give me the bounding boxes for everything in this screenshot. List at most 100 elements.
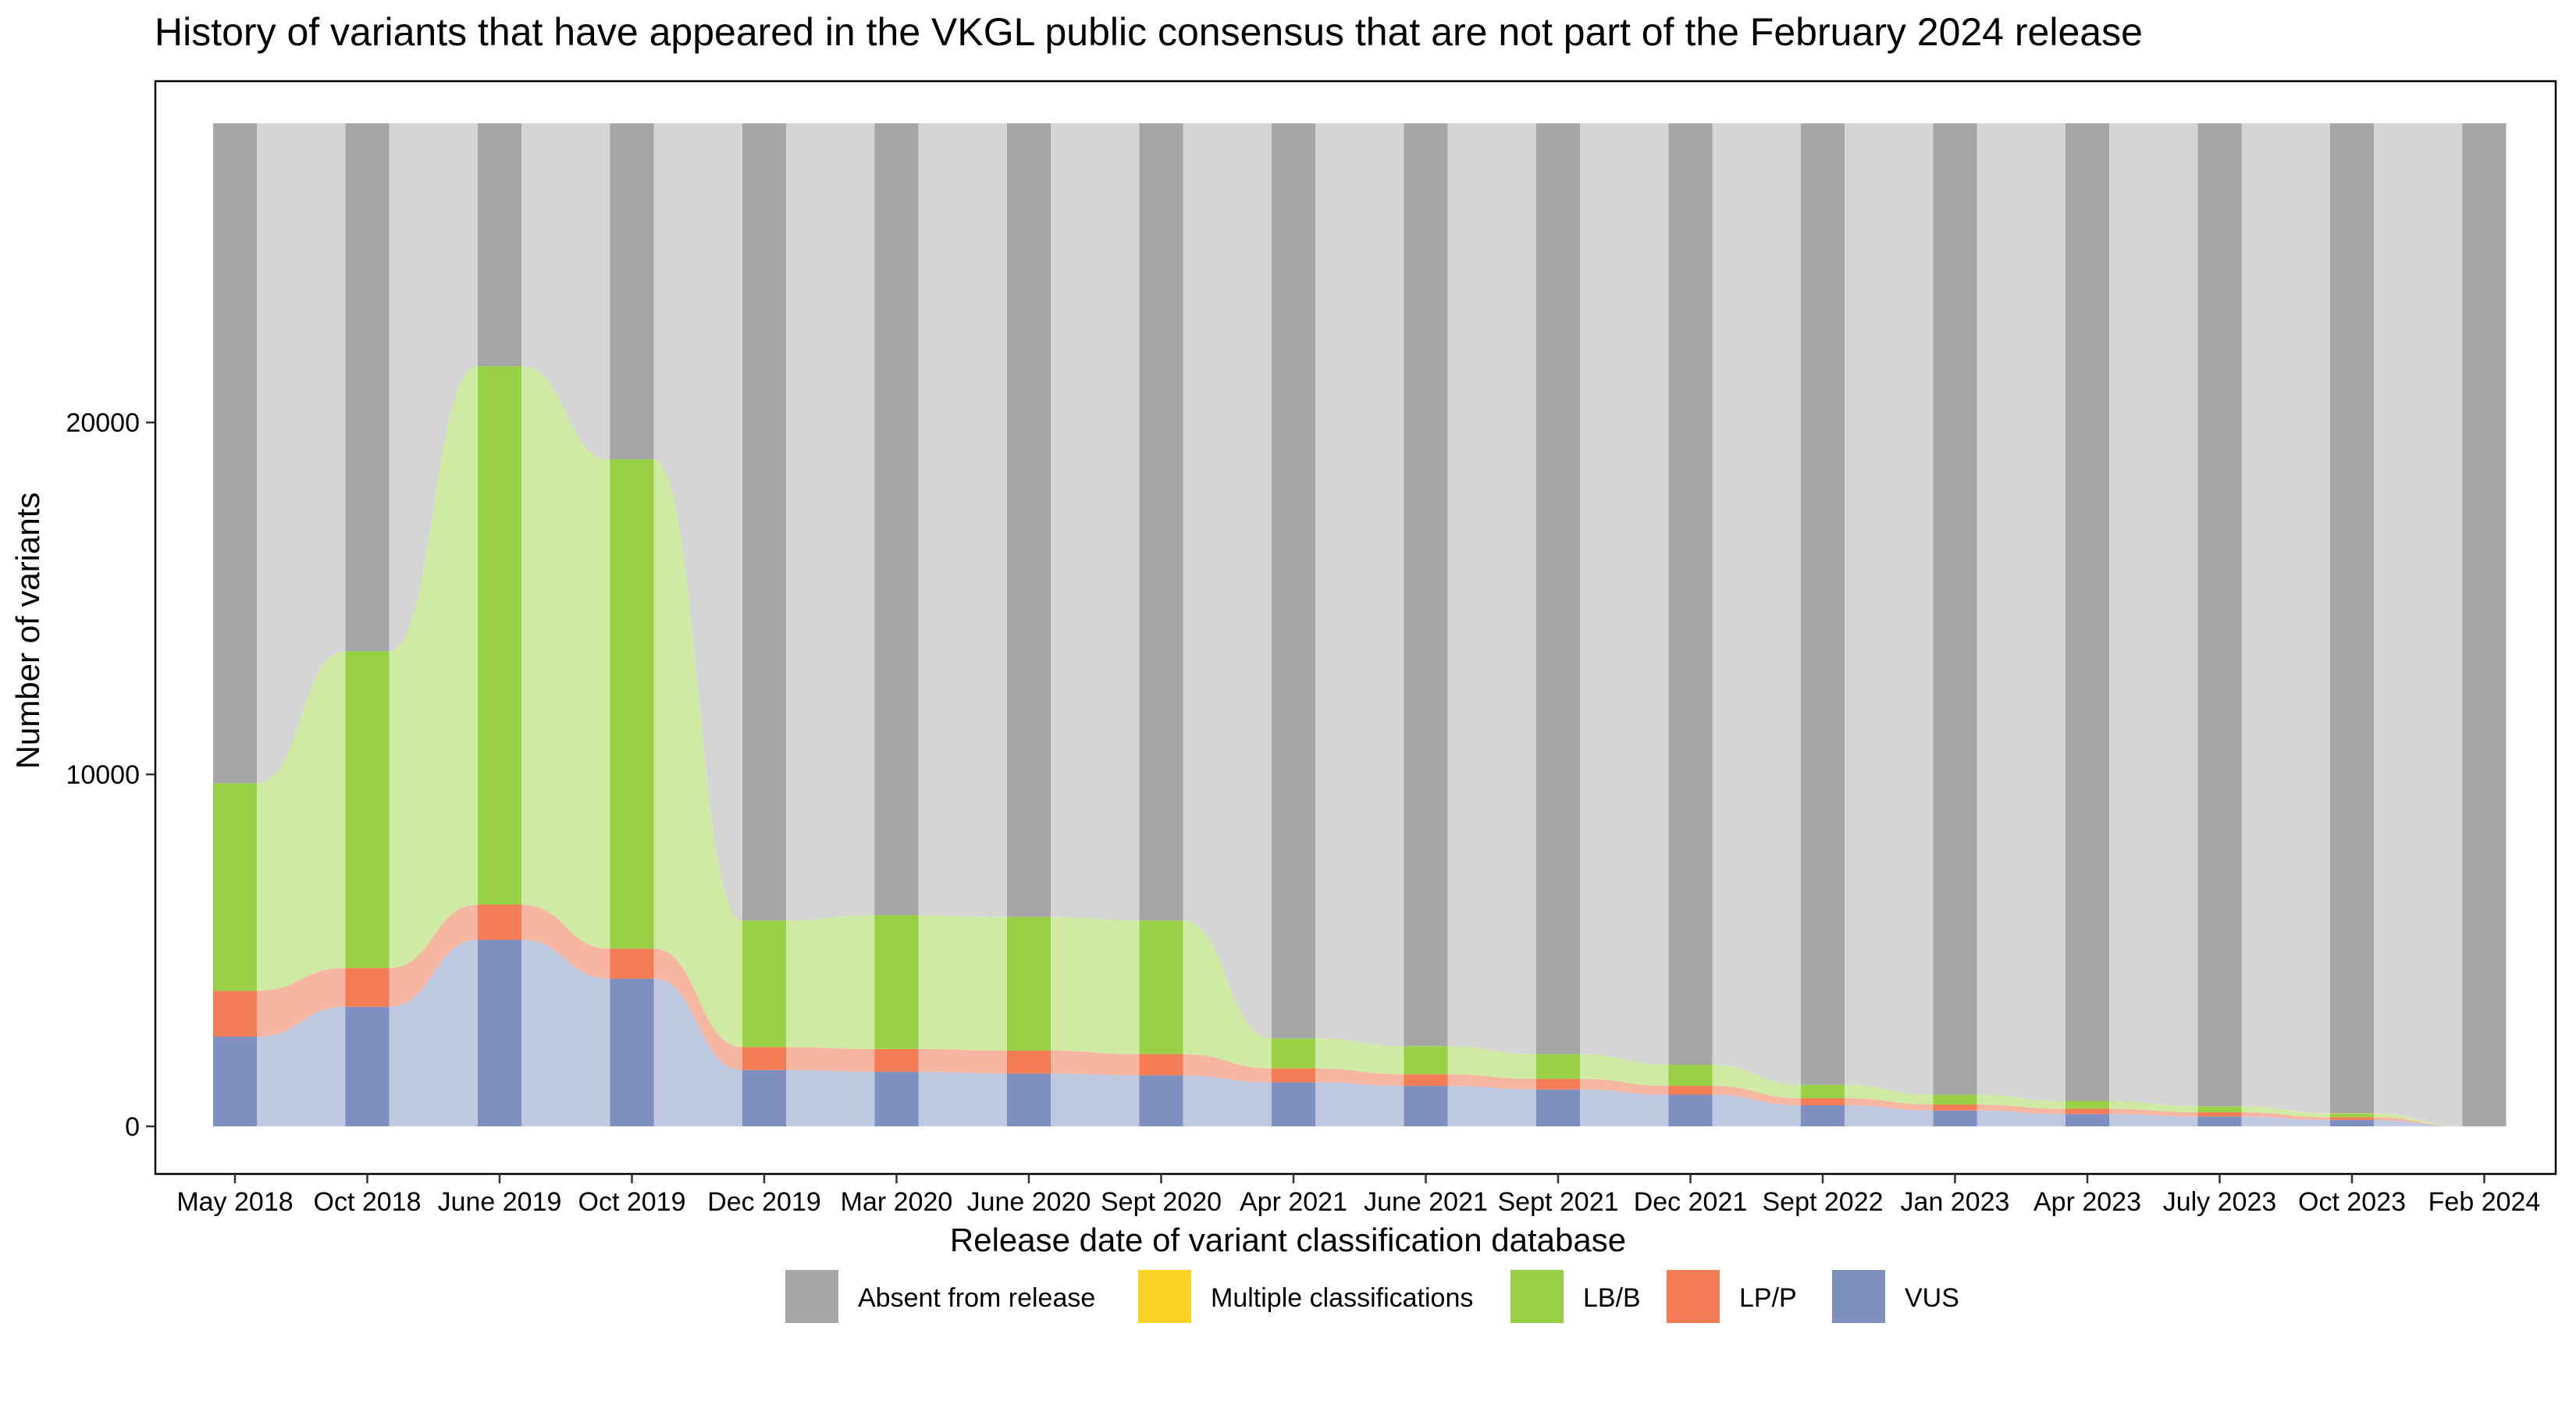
bar-lp-p-june-2019 xyxy=(478,904,521,941)
flow-lp-p-june-2020 xyxy=(1051,1051,1140,1076)
bar-vus-dec-2021 xyxy=(1668,1094,1713,1126)
flow-lp-p-june-2021 xyxy=(1447,1074,1536,1090)
flow-absent-from-release-july-2023 xyxy=(2241,123,2330,1114)
bar-absent-from-release-june-2020 xyxy=(1007,123,1051,917)
flow-absent-from-release-oct-2018 xyxy=(389,123,478,652)
x-tick-label: Feb 2024 xyxy=(2428,1187,2541,1217)
bar-vus-apr-2023 xyxy=(2065,1114,2109,1126)
bar-lp-p-oct-2018 xyxy=(345,968,390,1007)
flow-absent-from-release-apr-2023 xyxy=(2109,123,2198,1107)
y-tick-label: 0 xyxy=(125,1112,140,1142)
flow-lb-b-dec-2019 xyxy=(786,915,875,1049)
bar-absent-from-release-june-2019 xyxy=(478,123,521,367)
x-tick-label: Sept 2020 xyxy=(1101,1187,1222,1217)
flow-lp-p-jan-2023 xyxy=(1976,1104,2065,1115)
flow-vus-june-2021 xyxy=(1447,1086,1536,1126)
bar-lb-b-jan-2023 xyxy=(1933,1094,1977,1105)
legend-label-lp-p: LP/P xyxy=(1739,1283,1797,1313)
flow-vus-june-2019 xyxy=(521,940,610,1126)
bar-lb-b-mar-2020 xyxy=(874,915,919,1049)
chart-title: History of variants that have appeared i… xyxy=(155,10,2143,54)
bar-lp-p-apr-2021 xyxy=(1272,1068,1315,1083)
bar-absent-from-release-oct-2018 xyxy=(345,123,390,652)
flow-lp-p-dec-2021 xyxy=(1712,1086,1801,1105)
bar-absent-from-release-sept-2020 xyxy=(1139,123,1183,921)
bar-absent-from-release-apr-2023 xyxy=(2065,123,2109,1101)
bar-vus-oct-2019 xyxy=(610,978,654,1126)
flow-absent-from-release-oct-2023 xyxy=(2374,123,2463,1126)
flow-lp-p-apr-2021 xyxy=(1315,1068,1404,1087)
flow-vus-july-2023 xyxy=(2241,1116,2330,1126)
x-tick-label: Apr 2021 xyxy=(1240,1187,1347,1217)
bar-absent-from-release-may-2018 xyxy=(213,123,257,784)
bar-lb-b-sept-2020 xyxy=(1139,920,1183,1055)
x-tick-label: Dec 2019 xyxy=(707,1187,821,1217)
legend-key-lb-b xyxy=(1510,1270,1564,1323)
bar-absent-from-release-apr-2021 xyxy=(1272,123,1315,1039)
legend-label-vus: VUS xyxy=(1905,1283,1959,1313)
flow-vus-jan-2023 xyxy=(1976,1110,2065,1126)
legend-label-multiple-classifications: Multiple classifications xyxy=(1211,1283,1473,1313)
flow-vus-sept-2020 xyxy=(1183,1075,1272,1126)
bar-absent-from-release-july-2023 xyxy=(2197,123,2242,1107)
bar-vus-june-2021 xyxy=(1404,1086,1448,1126)
flow-lb-b-july-2023 xyxy=(2241,1106,2330,1118)
flow-lb-b-dec-2021 xyxy=(1712,1065,1801,1098)
bar-vus-may-2018 xyxy=(213,1037,257,1126)
bar-vus-sept-2022 xyxy=(1801,1104,1845,1126)
flow-absent-from-release-sept-2022 xyxy=(1845,123,1934,1095)
legend: Absent from release Multiple classificati… xyxy=(785,1270,1959,1323)
flow-lb-b-sept-2022 xyxy=(1845,1084,1934,1105)
bar-vus-july-2023 xyxy=(2197,1116,2242,1126)
flow-vus-may-2018 xyxy=(257,1006,346,1126)
bar-vus-apr-2021 xyxy=(1272,1082,1315,1126)
flow-lp-p-july-2023 xyxy=(2241,1112,2330,1120)
flow-absent-from-release-jan-2023 xyxy=(1976,123,2065,1101)
bar-lb-b-oct-2019 xyxy=(610,459,654,949)
flow-lp-p-sept-2020 xyxy=(1183,1054,1272,1083)
flow-lp-p-sept-2022 xyxy=(1845,1097,1934,1111)
flow-lp-p-oct-2018 xyxy=(389,904,478,1007)
bar-absent-from-release-dec-2021 xyxy=(1668,123,1713,1065)
bar-lp-p-june-2021 xyxy=(1404,1074,1448,1087)
bar-lb-b-june-2019 xyxy=(478,366,521,905)
flow-lp-p-dec-2019 xyxy=(786,1047,875,1072)
flow-layer xyxy=(257,123,2463,1126)
bar-absent-from-release-oct-2023 xyxy=(2330,123,2374,1114)
x-tick-label: June 2020 xyxy=(967,1187,1091,1217)
bar-vus-mar-2020 xyxy=(874,1072,919,1126)
bar-vus-oct-2023 xyxy=(2330,1119,2374,1126)
bar-lb-b-may-2018 xyxy=(213,783,257,991)
flow-absent-from-release-may-2018 xyxy=(257,123,346,784)
flow-absent-from-release-june-2019 xyxy=(521,123,610,460)
bar-vus-oct-2018 xyxy=(345,1006,390,1126)
flow-multiple-classifications-july-2023 xyxy=(2241,1106,2330,1114)
bar-lb-b-dec-2021 xyxy=(1668,1065,1713,1087)
legend-key-absent-from-release xyxy=(785,1270,838,1323)
flow-absent-from-release-oct-2019 xyxy=(653,123,742,921)
legend-label-lb-b: LB/B xyxy=(1583,1283,1641,1313)
bar-lb-b-dec-2019 xyxy=(742,920,786,1048)
x-tick-label: Apr 2023 xyxy=(2033,1187,2141,1217)
bar-layer xyxy=(213,123,2507,1126)
x-tick-label: Sept 2022 xyxy=(1762,1187,1883,1217)
flow-lb-b-sept-2021 xyxy=(1580,1054,1669,1087)
bar-vus-sept-2020 xyxy=(1139,1075,1183,1126)
x-tick-label: July 2023 xyxy=(2163,1187,2277,1217)
legend-label-absent-from-release: Absent from release xyxy=(858,1283,1095,1313)
y-axis: 0 10000 20000 xyxy=(66,408,155,1142)
flow-vus-oct-2019 xyxy=(653,978,742,1126)
bar-lb-b-apr-2023 xyxy=(2065,1101,2109,1109)
bar-lb-b-apr-2021 xyxy=(1272,1038,1315,1069)
x-axis: May 2018 Oct 2018 June 2019 Oct 2019 Dec 201… xyxy=(176,1174,2540,1217)
flow-absent-from-release-june-2021 xyxy=(1447,123,1536,1055)
flow-lb-b-may-2018 xyxy=(257,651,346,991)
x-tick-label: Dec 2021 xyxy=(1634,1187,1748,1217)
flow-vus-sept-2022 xyxy=(1845,1104,1934,1126)
bar-absent-from-release-mar-2020 xyxy=(874,123,919,916)
bar-vus-june-2019 xyxy=(478,940,521,1126)
bar-lb-b-july-2023 xyxy=(2197,1106,2242,1112)
flow-lp-p-mar-2020 xyxy=(918,1048,1007,1074)
flow-lp-p-oct-2023 xyxy=(2374,1117,2463,1126)
flow-lp-p-apr-2023 xyxy=(2109,1108,2198,1117)
